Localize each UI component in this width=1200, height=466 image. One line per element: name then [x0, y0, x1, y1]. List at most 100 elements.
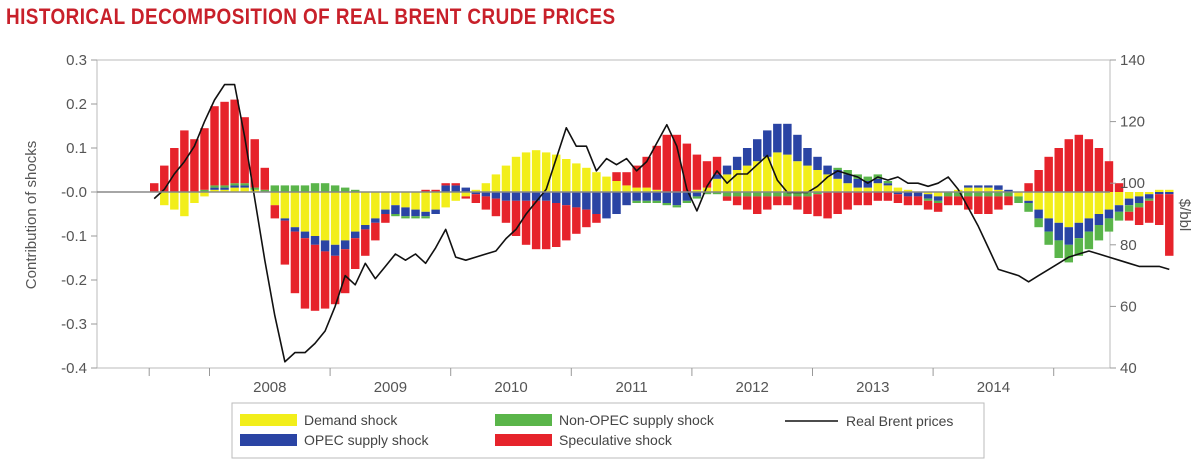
bar-speculative: [361, 229, 370, 256]
bar-demand: [210, 189, 219, 192]
bar-nonopec: [1114, 211, 1124, 221]
bar-nonopec: [270, 185, 280, 192]
bar-speculative: [230, 99, 239, 184]
y-tick-label: 0.3: [66, 52, 87, 69]
bar-opec: [863, 181, 872, 188]
y2-tick-label: 60: [1120, 298, 1137, 315]
y-tick-label: 0.1: [66, 140, 87, 157]
bar-nonopec: [652, 200, 661, 203]
bar-nonopec: [863, 176, 872, 181]
bar-nonopec: [773, 192, 782, 197]
bar-demand: [923, 192, 933, 195]
bar-nonopec: [411, 216, 420, 219]
bar-opec: [521, 192, 531, 201]
bar-demand: [813, 170, 822, 192]
bar-speculative: [371, 222, 380, 241]
bar-speculative: [280, 220, 290, 265]
price-line: [153, 83, 1170, 363]
bar-demand: [1084, 192, 1094, 219]
bar-opec: [783, 123, 792, 155]
bar-nonopec: [421, 216, 430, 219]
bar-opec: [1084, 218, 1094, 232]
bar-demand: [582, 167, 591, 192]
bar-demand: [712, 178, 722, 192]
bar-speculative: [1084, 139, 1094, 192]
bar-demand: [160, 192, 169, 206]
bar-opec: [893, 192, 903, 195]
bar-demand: [441, 192, 450, 208]
bar-nonopec: [933, 200, 943, 203]
bar-demand: [401, 192, 410, 208]
bar-speculative: [300, 238, 310, 309]
bar-nonopec: [833, 167, 842, 170]
bar-nonopec: [250, 187, 259, 190]
bar-nonopec: [1054, 240, 1063, 258]
bar-demand: [933, 192, 943, 197]
line-layer: [153, 83, 1170, 363]
bar-opec: [300, 231, 310, 239]
y2-tick-label: 40: [1120, 360, 1137, 377]
bar-speculative: [431, 189, 440, 192]
bar-demand: [1024, 192, 1033, 201]
bar-speculative: [753, 196, 762, 214]
legend-label-demand: Demand shock: [304, 412, 398, 428]
bar-opec: [220, 187, 229, 190]
bar-speculative: [642, 156, 651, 188]
bar-speculative: [622, 172, 631, 186]
x-tick-label: 2011: [615, 379, 647, 396]
bar-opec: [401, 207, 410, 217]
legend-label-opec: OPEC supply shock: [304, 432, 429, 448]
bar-nonopec: [742, 192, 752, 197]
bar-demand: [803, 165, 812, 192]
bar-speculative: [592, 214, 601, 223]
bar-speculative: [692, 154, 702, 190]
bar-speculative: [150, 183, 159, 192]
bar-opec: [1134, 196, 1144, 203]
bar-opec: [612, 192, 621, 214]
bar-opec: [582, 192, 591, 210]
bar-demand: [1054, 192, 1063, 223]
bar-opec: [391, 205, 400, 214]
bar-speculative: [1094, 148, 1104, 192]
bar-nonopec: [1124, 205, 1134, 212]
bar-speculative: [461, 196, 470, 199]
bar-demand: [793, 161, 802, 192]
bar-nonopec: [1134, 203, 1144, 208]
bar-speculative: [1024, 183, 1033, 192]
bar-speculative: [863, 192, 872, 206]
bar-opec: [501, 192, 511, 201]
bar-demand: [170, 192, 179, 210]
bar-opec: [933, 196, 943, 201]
bar-nonopec: [803, 192, 812, 197]
bar-nonopec: [230, 183, 239, 186]
bar-demand: [883, 185, 893, 192]
bar-speculative: [1114, 183, 1124, 192]
bar-nonopec: [662, 203, 671, 206]
bar-opec: [411, 209, 420, 217]
axes-layer: 0.3 0.2 0.1 -0.0 -0.1 -0.2 -0.3 -0.4 140 120 100 80…: [61, 52, 1145, 396]
bar-speculative: [240, 117, 249, 184]
bar-opec: [964, 185, 973, 188]
bar-demand: [411, 192, 420, 210]
bar-demand: [491, 174, 501, 192]
bar-demand: [351, 192, 360, 232]
bar-demand: [742, 165, 752, 192]
bar-demand: [280, 192, 290, 219]
bar-nonopec: [1004, 192, 1013, 197]
legend-swatch-opec: [240, 434, 297, 446]
bar-speculative: [1134, 207, 1144, 225]
bar-opec: [1144, 194, 1154, 199]
bar-opec: [813, 156, 822, 170]
bar-demand: [451, 192, 460, 201]
bar-opec: [662, 192, 671, 203]
bar-demand: [290, 192, 300, 228]
bar-opec: [833, 170, 842, 179]
bar-speculative: [170, 148, 179, 192]
bar-speculative: [773, 196, 782, 206]
y2-tick-label: 80: [1120, 237, 1137, 254]
bar-speculative: [511, 200, 521, 236]
bar-opec: [1114, 205, 1124, 212]
bar-opec: [471, 192, 481, 195]
bar-speculative: [793, 196, 802, 210]
